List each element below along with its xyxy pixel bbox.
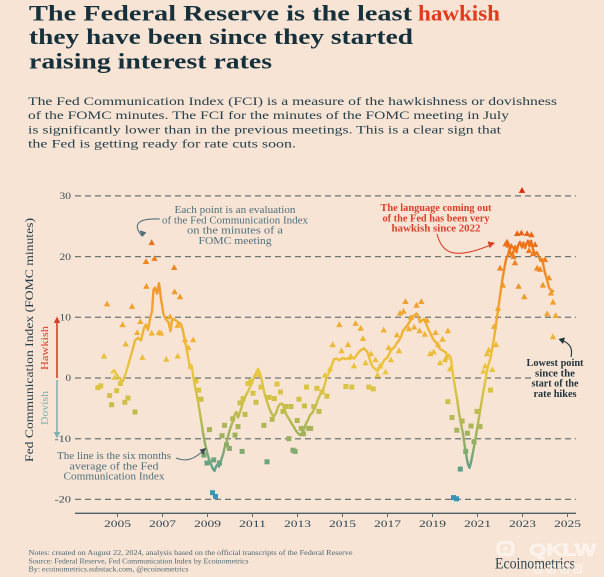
- svg-text:The Fed Communication Index (F: The Fed Communication Index (FCI) is a m…: [28, 95, 558, 108]
- svg-text:2011: 2011: [239, 519, 266, 530]
- svg-text:2019: 2019: [419, 519, 446, 530]
- svg-text:2025: 2025: [554, 519, 581, 530]
- svg-text:Fed Communication Index (FOMC: Fed Communication Index (FOMC minutes): [24, 218, 36, 462]
- svg-text:rate hikes: rate hikes: [534, 389, 577, 400]
- svg-text:By: ecoinometrics.substack.com: By: ecoinometrics.substack.com, @ecoinom…: [29, 566, 189, 574]
- svg-text:FOMC meeting: FOMC meeting: [199, 236, 272, 247]
- svg-text:of the FOMC minutes. The FCI f: of the FOMC minutes. The FCI for the min…: [28, 109, 509, 122]
- svg-text:since the: since the: [535, 368, 576, 379]
- svg-text:2005: 2005: [104, 519, 131, 530]
- svg-text:of the Fed Communication Index: of the Fed Communication Index: [162, 215, 308, 226]
- svg-text:of the Fed has been very: of the Fed has been very: [383, 213, 490, 224]
- svg-text:The line is the six months: The line is the six months: [57, 451, 171, 462]
- svg-text:2007: 2007: [149, 519, 176, 530]
- svg-text:hawkish since 2022: hawkish since 2022: [392, 224, 481, 235]
- svg-text:20: 20: [60, 253, 72, 263]
- svg-text:they have been since they star: they have been since they started: [29, 24, 413, 49]
- svg-text:2009: 2009: [194, 519, 221, 530]
- svg-text:2013: 2013: [284, 519, 311, 530]
- svg-text:Hawkish: Hawkish: [39, 325, 51, 370]
- svg-text:2017: 2017: [374, 519, 401, 530]
- svg-text:Notes: created on August 22, 2: Notes: created on August 22, 2024, analy…: [29, 549, 353, 557]
- svg-text:Dovish: Dovish: [39, 390, 51, 425]
- svg-text:The Federal Reserve is the lea: The Federal Reserve is the least: [29, 1, 413, 26]
- svg-text:Lowest point: Lowest point: [527, 358, 585, 369]
- svg-text:The language coming out: The language coming out: [381, 203, 493, 214]
- svg-text:2023: 2023: [509, 519, 536, 530]
- svg-text:Each point is an evaluation: Each point is an evaluation: [175, 205, 296, 216]
- svg-text:Communication Index: Communication Index: [64, 472, 165, 483]
- svg-text:start of the: start of the: [532, 379, 580, 390]
- svg-text:Source: Federal Reserve, Fed C: Source: Federal Reserve, Fed Communicati…: [29, 557, 249, 565]
- svg-text:10: 10: [60, 314, 72, 324]
- svg-text:30: 30: [60, 192, 72, 202]
- svg-text:0: 0: [66, 374, 72, 384]
- svg-text:2021: 2021: [464, 519, 491, 530]
- svg-text:-20: -20: [55, 496, 72, 506]
- svg-text:-10: -10: [55, 435, 72, 445]
- svg-text:is significantly lower than in: is significantly lower than in the previ…: [28, 123, 502, 136]
- svg-text:2015: 2015: [329, 519, 356, 530]
- svg-text:average of the Fed: average of the Fed: [70, 461, 159, 472]
- svg-text:raising interest rates: raising interest rates: [29, 49, 273, 74]
- svg-text:QKLW: QKLW: [529, 542, 597, 560]
- svg-text:on the minutes of a: on the minutes of a: [187, 226, 284, 237]
- svg-text:hawkish: hawkish: [418, 1, 500, 26]
- svg-text:the Fed is getting ready for r: the Fed is getting ready for rate cuts s…: [28, 137, 296, 150]
